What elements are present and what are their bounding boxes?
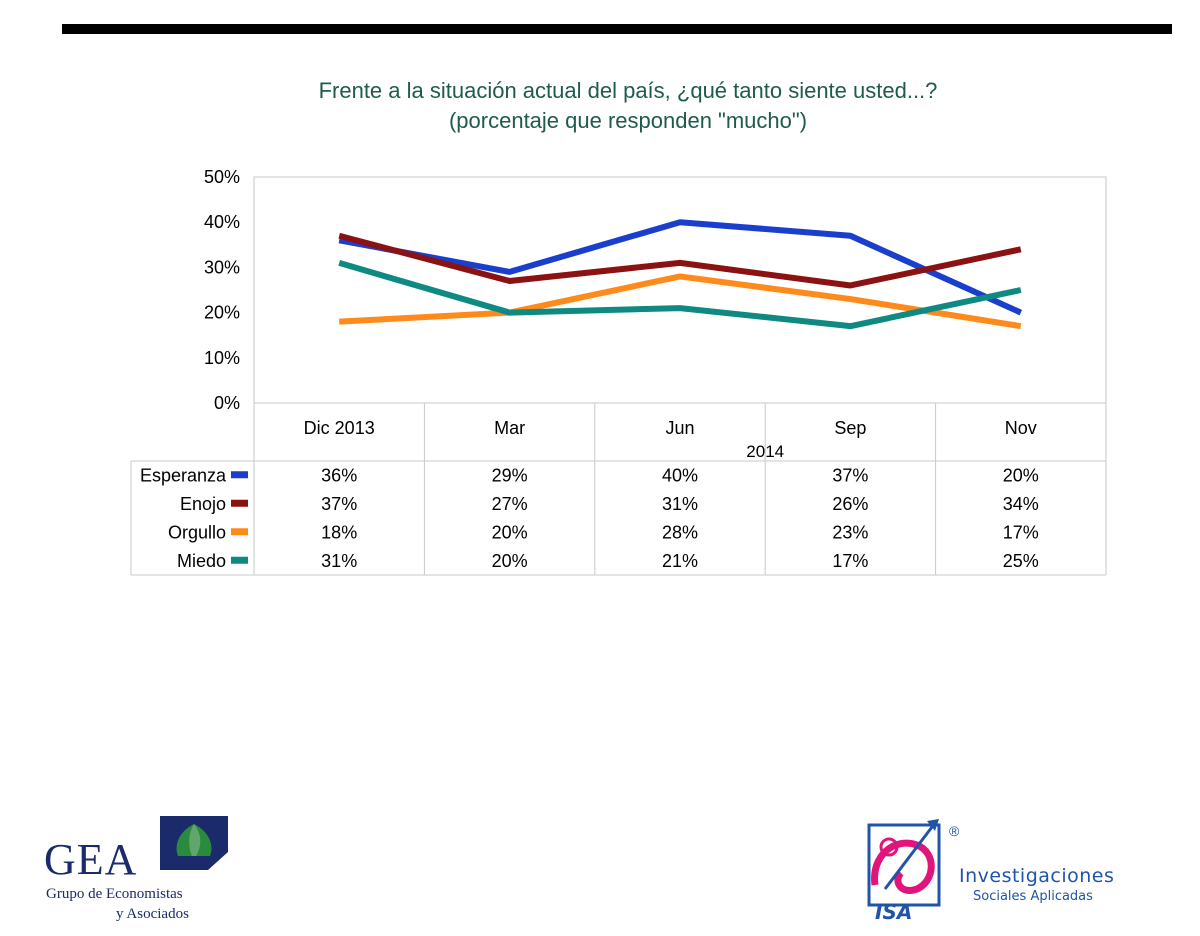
chart-subtitle: (porcentaje que responden "mucho") — [448, 108, 808, 133]
isa-emblem-icon: ISA — [867, 819, 941, 923]
registered-mark: ® — [949, 823, 960, 839]
legend-key-esperanza — [231, 471, 248, 479]
plot-area — [253, 176, 1107, 404]
isa-logo: ISA ® Investigaciones Sociales Aplicadas — [865, 815, 1125, 925]
legend-label-enojo: Enojo — [180, 494, 226, 514]
gea-logo: GEA Grupo de Economistas y Asociados — [44, 812, 234, 922]
legend-label-orgullo: Orgullo — [168, 522, 226, 542]
x-tick-label: Sep — [834, 418, 866, 438]
data-label: 18% — [321, 522, 357, 542]
data-label: 17% — [1003, 522, 1039, 542]
data-label: 36% — [321, 465, 357, 485]
x-tick-label: Nov — [1005, 418, 1037, 438]
gea-emblem-icon — [160, 816, 228, 870]
data-label: 34% — [1003, 494, 1039, 514]
legend-key-orgullo — [231, 528, 248, 536]
y-tick-label: 50% — [204, 167, 240, 187]
data-label: 20% — [492, 522, 528, 542]
data-label: 31% — [321, 551, 357, 571]
isa-logo-line2: Sociales Aplicadas — [973, 889, 1093, 904]
top-rule — [62, 24, 1172, 34]
legend-label-miedo: Miedo — [177, 551, 226, 571]
legend-key-miedo — [231, 556, 248, 564]
data-label: 37% — [321, 494, 357, 514]
data-label: 25% — [1003, 551, 1039, 571]
data-label: 27% — [492, 494, 528, 514]
data-label: 17% — [832, 551, 868, 571]
y-tick-label: 20% — [204, 303, 240, 323]
series-line-enojo — [338, 232, 1022, 289]
data-label: 26% — [832, 494, 868, 514]
y-tick-label: 10% — [204, 348, 240, 368]
data-label: 23% — [832, 522, 868, 542]
y-tick-label: 30% — [204, 257, 240, 277]
series-line-miedo — [338, 260, 1022, 330]
chart-title-block: Frente a la situación actual del país, ¿… — [0, 76, 1200, 136]
y-tick-label: 40% — [204, 212, 240, 232]
chart-title: Frente a la situación actual del país, ¿… — [318, 78, 938, 103]
isa-logo-line1: Investigaciones — [959, 865, 1115, 887]
series-line-esperanza — [338, 219, 1023, 316]
line-chart: 50% 40% 30% 20% 10% 0% Dic 2013 Mar Jun Sep Nov 201… — [130, 167, 1107, 576]
isa-logo-name: ISA — [875, 900, 912, 923]
legend-label-esperanza: Esperanza — [140, 465, 227, 485]
x-tick-label: Mar — [494, 418, 525, 438]
x-group-label: 2014 — [746, 442, 784, 461]
data-label: 31% — [662, 494, 698, 514]
data-label: 29% — [492, 465, 528, 485]
data-label: 40% — [662, 465, 698, 485]
series-line-orgullo — [339, 273, 1022, 330]
data-label: 20% — [492, 551, 528, 571]
data-label: 28% — [662, 522, 698, 542]
x-tick-label: Dic 2013 — [304, 418, 375, 438]
legend-key-enojo — [231, 499, 248, 507]
x-tick-label: Jun — [665, 418, 694, 438]
gea-logo-name: GEA — [44, 835, 138, 884]
data-label: 21% — [662, 551, 698, 571]
gea-logo-line1: Grupo de Economistas — [46, 886, 183, 902]
y-tick-label: 0% — [214, 393, 240, 413]
data-label: 20% — [1003, 465, 1039, 485]
data-label: 37% — [832, 465, 868, 485]
gea-logo-line2: y Asociados — [116, 906, 189, 922]
